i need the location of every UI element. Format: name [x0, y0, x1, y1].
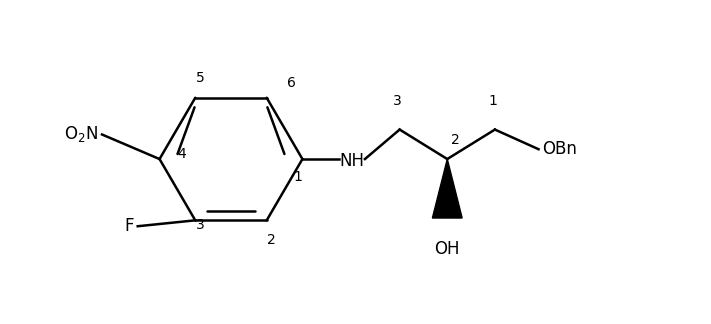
- Text: OBn: OBn: [542, 140, 577, 158]
- Polygon shape: [432, 159, 462, 218]
- Text: 3: 3: [393, 94, 402, 108]
- Text: 1: 1: [488, 94, 498, 108]
- Text: OH: OH: [434, 240, 460, 258]
- Text: F: F: [124, 217, 134, 235]
- Text: O$_2$N: O$_2$N: [64, 124, 98, 145]
- Text: 6: 6: [287, 76, 295, 90]
- Text: 2: 2: [451, 133, 459, 147]
- Text: 3: 3: [196, 218, 205, 232]
- Text: NH: NH: [340, 152, 365, 170]
- Text: 5: 5: [196, 71, 205, 85]
- Text: 4: 4: [177, 147, 186, 161]
- Text: 1: 1: [293, 170, 302, 184]
- Text: 2: 2: [267, 233, 276, 247]
